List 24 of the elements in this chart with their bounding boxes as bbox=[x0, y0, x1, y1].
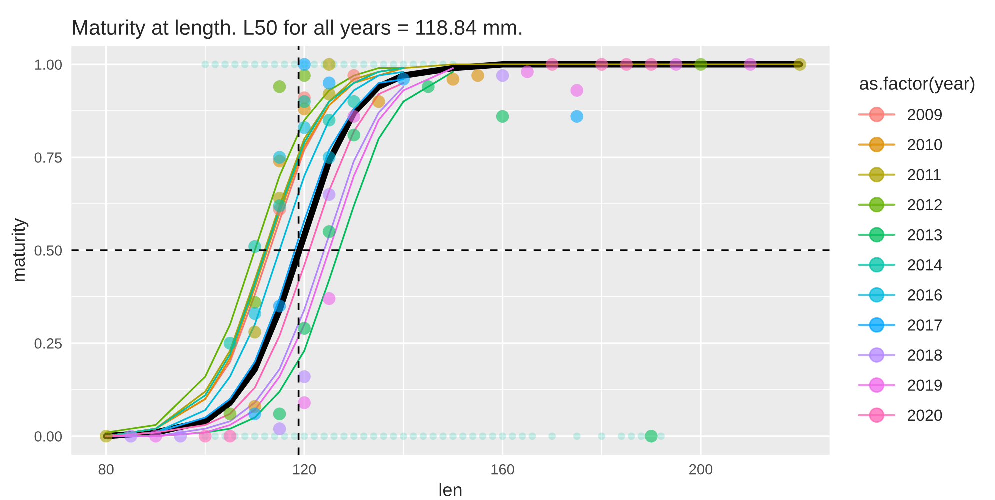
y-tick-label: 0.25 bbox=[34, 338, 62, 349]
legend-label: 2016 bbox=[908, 290, 942, 301]
legend-label: 2014 bbox=[908, 259, 942, 271]
legend-label: 2010 bbox=[908, 139, 942, 151]
legend-label: 2020 bbox=[908, 410, 942, 422]
legend-label: 2009 bbox=[908, 109, 942, 120]
chart-title: Maturity at length. L50 for all years = 118.84 mm. bbox=[73, 20, 522, 40]
legend-label: 2019 bbox=[908, 380, 942, 392]
legend-label: 2017 bbox=[908, 320, 942, 331]
x-tick-label: 200 bbox=[690, 464, 713, 475]
legend-label: 2018 bbox=[908, 350, 942, 361]
legend-label: 2013 bbox=[908, 229, 942, 241]
y-tick-label: 0.50 bbox=[34, 246, 62, 256]
legend-label: 2011 bbox=[908, 169, 941, 181]
x-axis-title: len bbox=[440, 483, 462, 496]
legend-title: as.factor(year) bbox=[860, 76, 975, 94]
y-tick-label: 0.00 bbox=[34, 432, 62, 442]
y-axis-title: maturity bbox=[12, 218, 29, 282]
legend-label: 2012 bbox=[908, 199, 942, 211]
x-tick-label: 120 bbox=[293, 464, 316, 475]
y-tick-label: 1.00 bbox=[35, 60, 62, 70]
x-tick-label: 160 bbox=[492, 464, 514, 475]
x-tick-label: 80 bbox=[98, 464, 114, 475]
y-tick-label: 0.75 bbox=[34, 152, 62, 163]
